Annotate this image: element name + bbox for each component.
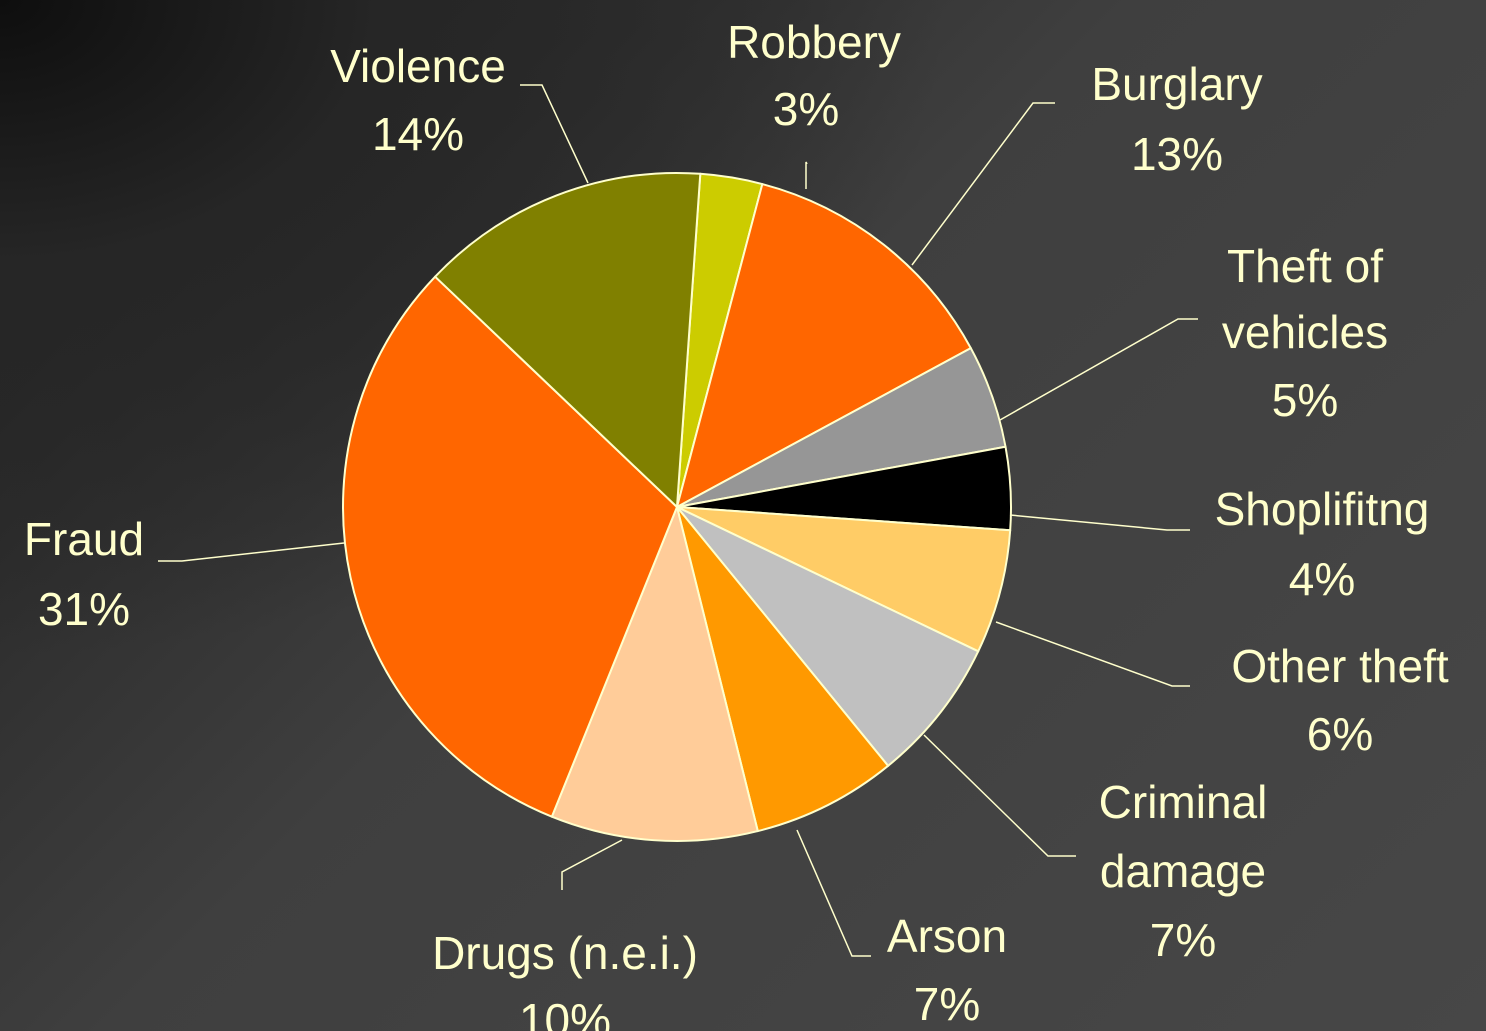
leader-line-arson	[796, 829, 871, 957]
slice-percent-label: 3%	[773, 83, 839, 135]
slice-percent-label: 7%	[1150, 914, 1216, 966]
slice-label-fraud: Fraud 31%	[24, 513, 144, 635]
slice-label-shoplifitng: Shoplifitng 4%	[1215, 483, 1430, 605]
slice-percent-label: 13%	[1131, 128, 1223, 180]
leader-line-criminal-damage	[923, 734, 1076, 857]
slice-label-theft-of-vehicles: Theft of vehicles 5%	[1222, 240, 1388, 426]
slice-category-label: vehicles	[1222, 306, 1388, 358]
leader-line-robbery	[805, 161, 808, 189]
slice-percent-label: 31%	[38, 583, 130, 635]
slice-percent-label: 10%	[519, 994, 611, 1031]
pie-slice-fraud	[342, 275, 678, 818]
pie-slices	[342, 172, 1012, 842]
slice-percent-label: 5%	[1272, 374, 1338, 426]
slice-category-label: Fraud	[24, 513, 144, 565]
leader-line-burglary	[911, 102, 1055, 266]
leader-line-shoplifitng	[1009, 514, 1190, 531]
slice-category-label: Shoplifitng	[1215, 483, 1430, 535]
slice-category-label: Drugs (n.e.i.)	[432, 927, 698, 979]
slice-label-violence: Violence 14%	[330, 40, 506, 160]
pie-slice-other-theft	[676, 506, 1012, 653]
leader-line-violence	[520, 84, 589, 184]
slice-category-label: Criminal	[1099, 776, 1268, 828]
slice-category-label: Violence	[330, 40, 506, 92]
slice-label-burglary: Burglary 13%	[1091, 58, 1262, 180]
slice-label-criminal-damage: Criminal damage 7%	[1099, 776, 1268, 966]
slice-percent-label: 4%	[1289, 553, 1355, 605]
slice-label-robbery: Robbery 3%	[727, 16, 901, 135]
leader-line-fraud	[158, 542, 345, 562]
pie-slice-drugs-n-e-i	[550, 506, 759, 842]
slice-percent-label: 7%	[914, 978, 980, 1030]
slice-labels: Robbery 3% Burglary 13% Theft of vehicles 5% Sh…	[24, 16, 1449, 1031]
slice-label-other-theft: Other theft 6%	[1231, 640, 1449, 760]
leader-line-drugs-n-e-i	[561, 839, 623, 890]
slice-category-label: Burglary	[1091, 58, 1262, 110]
slice-category-label: Theft of	[1227, 240, 1383, 292]
pie-slice-criminal-damage	[676, 506, 980, 767]
slice-category-label: Other theft	[1231, 640, 1449, 692]
pie-slice-arson	[676, 506, 890, 833]
slice-category-label: damage	[1100, 845, 1266, 897]
slice-percent-label: 6%	[1307, 708, 1373, 760]
slice-category-label: Robbery	[727, 16, 901, 68]
pie-slice-burglary	[676, 183, 972, 508]
leader-lines	[158, 84, 1198, 957]
slice-label-arson: Arson 7%	[887, 910, 1007, 1030]
slice-category-label: Arson	[887, 910, 1007, 962]
leader-line-other-theft	[995, 621, 1190, 687]
leader-line-theft-of-vehicles	[999, 318, 1198, 421]
slice-label-drugs-n-e-i: Drugs (n.e.i.) 10%	[432, 927, 698, 1031]
slice-percent-label: 14%	[372, 108, 464, 160]
pie-slice-violence	[434, 172, 702, 508]
